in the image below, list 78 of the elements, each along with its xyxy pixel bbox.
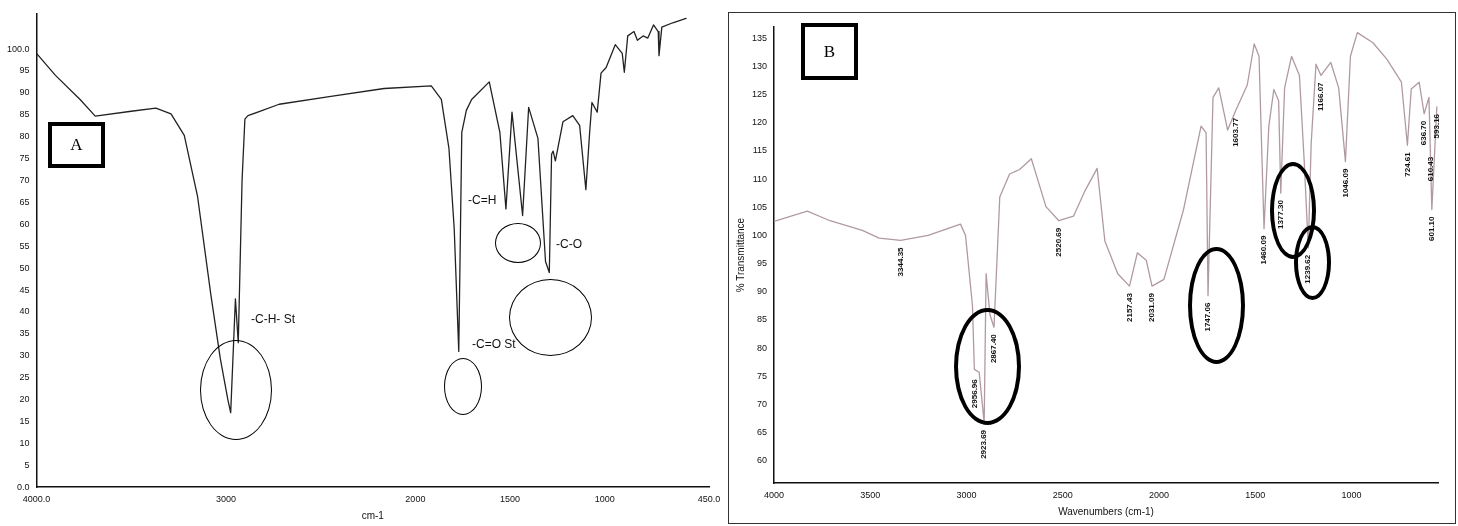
annotation: B	[801, 23, 858, 80]
x-tick-label: 2000	[1148, 490, 1169, 501]
annotation: -C=O St	[472, 337, 516, 351]
y-tick-label: 55	[19, 240, 30, 251]
x-axis-title: Wavenumbers (cm-1)	[1058, 505, 1154, 517]
y-tick-label: 80	[19, 131, 30, 142]
x-tick-label: 4000.0	[22, 494, 51, 505]
annotation: 1239.62	[1303, 254, 1313, 284]
x-tick-label: 3500	[860, 490, 881, 501]
x-tick-label: 3000	[956, 490, 977, 501]
x-tick-label: 3000	[215, 494, 236, 505]
y-tick-label: 75	[19, 153, 30, 164]
annotation: A	[48, 122, 105, 168]
annotation: -C=H	[468, 193, 497, 207]
y-tick-label: 90	[757, 286, 768, 297]
y-tick-label: 85	[757, 314, 768, 325]
y-tick-label: 105	[751, 201, 768, 212]
annotation: 2157.43	[1124, 292, 1134, 322]
annotation: 610.43	[1425, 156, 1435, 182]
y-tick-label: 100.0	[6, 43, 30, 54]
annotation: 2867.40	[989, 333, 999, 364]
x-tick-label: 450.0	[697, 494, 721, 505]
y-tick-label: 70	[757, 398, 768, 409]
y-tick-label: 40	[19, 306, 30, 317]
y-tick-label: 60	[757, 455, 768, 466]
annotation: -C-H- St	[251, 312, 295, 326]
annotation: -C-O	[556, 237, 582, 251]
y-tick-label: 35	[19, 328, 30, 339]
x-tick-label: 2000	[405, 494, 426, 505]
y-tick-label: 130	[751, 60, 768, 71]
annotation: 1460.09	[1259, 235, 1269, 265]
y-tick-label: 90	[19, 87, 30, 98]
annotation: 1377.30	[1275, 199, 1285, 230]
y-tick-label: 95	[19, 65, 30, 76]
y-tick-label: 70	[19, 174, 30, 185]
annotation: 2923.69	[979, 429, 989, 459]
y-tick-label: 25	[19, 372, 30, 383]
y-tick-label: 95	[757, 258, 768, 269]
annotation: 636.70	[1419, 120, 1429, 146]
annotation: 1166.07	[1316, 81, 1326, 111]
x-axis-title: cm-1	[361, 509, 385, 521]
annotation: 601.10	[1427, 215, 1437, 241]
y-tick-label: 75	[757, 370, 768, 381]
annotation: 2520.69	[1054, 227, 1064, 257]
x-tick-label: 2500	[1052, 490, 1073, 501]
y-tick-label: 30	[19, 350, 30, 361]
annotation: 1603.77	[1230, 117, 1240, 147]
y-tick-label: 125	[751, 89, 768, 100]
y-tick-label: 60	[19, 218, 30, 229]
annotation: 3344.35	[895, 246, 905, 277]
y-tick-label: 110	[752, 173, 768, 184]
annotation: 1747.06	[1203, 302, 1213, 332]
annotation: 2031.09	[1147, 292, 1157, 322]
y-tick-label: 20	[19, 394, 30, 405]
y-tick-label: 65	[19, 196, 30, 207]
y-tick-label: 135	[751, 32, 768, 43]
y-tick-label: 50	[19, 262, 30, 273]
x-tick-label: 1000	[594, 494, 615, 505]
annotation: 1046.09	[1340, 168, 1350, 198]
y-tick-label: 45	[19, 284, 30, 295]
y-tick-label: 5	[24, 459, 30, 470]
y-tick-label: 0.0	[17, 481, 30, 492]
annotation: 2956.96	[969, 378, 979, 409]
y-tick-label: 115	[752, 145, 768, 156]
annotation: 724.61	[1402, 151, 1412, 177]
y-tick-label: 120	[751, 117, 768, 128]
y-tick-label: 15	[19, 415, 30, 426]
y-tick-label: 100	[751, 229, 768, 240]
annotation: 593.16	[1432, 113, 1442, 139]
y-axis-title: % Transmittance	[734, 217, 746, 293]
x-tick-label: 1000	[1341, 490, 1362, 501]
x-tick-label: 1500	[500, 494, 521, 505]
y-tick-label: 65	[757, 427, 768, 437]
y-tick-label: 80	[757, 342, 768, 353]
x-tick-label: 4000	[764, 490, 785, 501]
y-tick-label: 10	[19, 437, 30, 448]
x-tick-label: 1500	[1245, 490, 1266, 501]
y-tick-label: 85	[19, 109, 30, 120]
